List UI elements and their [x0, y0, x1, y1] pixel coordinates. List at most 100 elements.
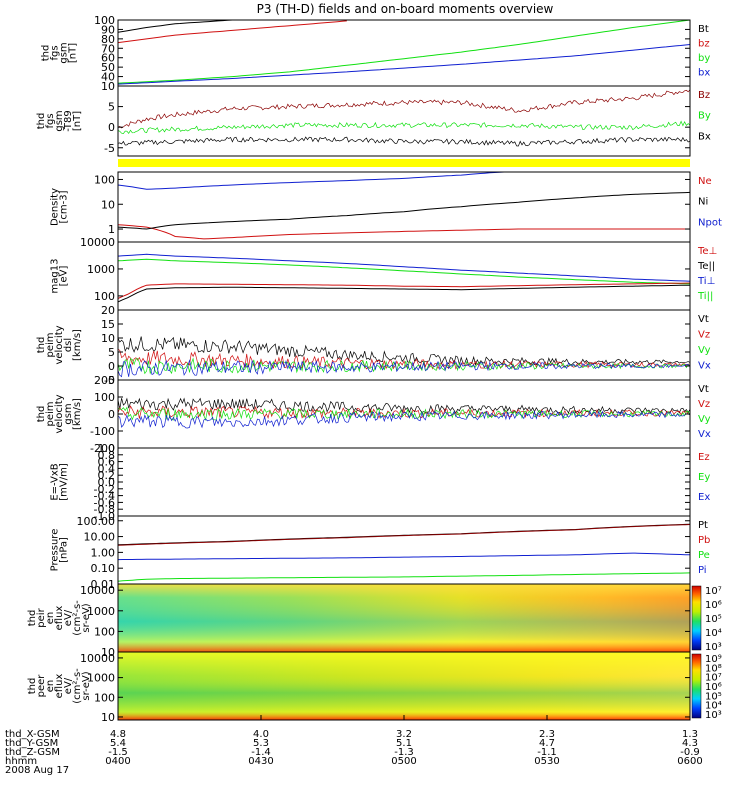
series-line-Vx	[117, 410, 691, 429]
ephemeris-row-label: thd_Y-GSM	[5, 738, 58, 749]
y-axis-label: thdfgsgsm[nT]	[41, 42, 79, 63]
series-line-Ti||	[117, 258, 691, 285]
y-tick-label: 20	[101, 304, 115, 317]
series-line-Ti⊥	[117, 253, 691, 282]
legend-label-Ni: Ni	[698, 197, 708, 208]
ephemeris-value: 0530	[534, 756, 559, 767]
y-tick-label: 1000	[87, 263, 115, 276]
y-tick-label: 100	[94, 625, 115, 638]
ephemeris-value: 0400	[105, 756, 130, 767]
y-tick-label: 10	[101, 711, 115, 724]
legend-label-Vz: Vz	[698, 399, 710, 410]
panel-temperature: 100 1000 10000 mag13[eV] Te⊥ Te|| Ti⊥ Ti||	[50, 236, 717, 311]
y-tick-label: 0	[108, 408, 115, 421]
y-tick-label: 10.00	[84, 531, 116, 544]
series-line-Vx	[117, 359, 691, 378]
ephemeris-row-label: hhmm	[5, 756, 37, 767]
series-line-Ni	[117, 191, 691, 230]
panel-fgs-t89: -5 0 5 10 thdfgsgsm-T89[nT] Bz By Bx	[36, 80, 711, 157]
y-tick-label: -5	[104, 374, 115, 387]
ephemeris-value: 5.1	[396, 738, 412, 749]
legend-label-Pi: Pi	[698, 565, 707, 576]
y-tick-label: 60	[101, 52, 115, 65]
y-tick-label: -1.0	[94, 510, 115, 523]
ephemeris-value: -1.4	[251, 747, 271, 758]
series-line-Vz	[117, 405, 691, 420]
ephemeris-value: 5.4	[110, 738, 126, 749]
colorbar-tick-label: 10⁶	[705, 600, 722, 611]
y-tick-label: 50	[101, 61, 115, 74]
series-line-Te||	[117, 284, 691, 303]
colorbar-tick-label: 10⁷	[705, 586, 722, 597]
y-tick-label: 0	[108, 360, 115, 373]
legend-label-Pb: Pb	[698, 535, 710, 546]
y-tick-label: 200	[94, 374, 115, 387]
y-tick-label: 10000	[80, 652, 115, 665]
y-tick-label: 10000	[80, 584, 115, 597]
panel-peir-eflux: 10³ 10⁴ 10⁵ 10⁶ 10⁷ 10 100 1000 10000 thdpeirenef…	[27, 583, 722, 659]
y-tick-label: 0.8	[98, 449, 116, 462]
y-tick-label: 1	[108, 223, 115, 236]
legend-label-Ex: Ex	[698, 492, 710, 503]
y-axis-label: Pressure[nPa]	[50, 529, 70, 572]
colorbar-tick-label: 10⁵	[705, 614, 722, 625]
legend-label-Bz: Bz	[698, 90, 710, 101]
panel-frame	[117, 241, 691, 311]
y-axis-label: thdpeimvelocitydsl[km/s]	[36, 325, 83, 364]
y-tick-label: -5	[104, 142, 115, 155]
y-tick-label: -0.8	[94, 503, 115, 516]
colorbar-tick-label: 10⁴	[705, 628, 722, 639]
legend-label-Vx: Vx	[698, 429, 711, 440]
legend-label-Vt: Vt	[698, 384, 709, 395]
panel-frame	[117, 379, 691, 449]
colorbar-tick-label: 10³	[705, 642, 722, 653]
y-axis-label: thdpeirenefluxeV/(cm²-s-sr-eV)	[27, 600, 92, 636]
legend-label-Te||: Te||	[697, 261, 715, 272]
panel-frame	[117, 447, 691, 517]
legend-label-By: By	[698, 111, 711, 122]
y-tick-label: 5	[108, 101, 115, 114]
y-tick-label: -100	[90, 425, 115, 438]
y-axis-label: Density[cm-3]	[50, 188, 70, 226]
ephemeris-value: 4.7	[539, 738, 555, 749]
legend-label-Vz: Vz	[698, 330, 710, 341]
ephemeris-row-label: thd_X-GSM	[5, 729, 60, 740]
ephemeris-value: 2.3	[539, 729, 555, 740]
spectrogram-overlay	[118, 652, 690, 720]
series-line-Bx	[117, 136, 691, 147]
panel-peim-velocity-gsm: -200 -100 0 100 200 thdpeimvelocitygsm[km/s] V…	[36, 374, 711, 455]
legend-label-Pt: Pt	[698, 520, 708, 531]
colorbar-tick-label: 10⁹	[705, 654, 722, 665]
y-tick-label: 1000	[87, 605, 115, 618]
legend-label-bz: bz	[698, 39, 710, 50]
y-tick-label: 15	[101, 318, 115, 331]
legend-label-Vy: Vy	[698, 345, 711, 356]
y-tick-label: 10	[101, 198, 115, 211]
y-axis-label: thdpeimvelocitygsm[km/s]	[36, 394, 83, 433]
y-tick-label: 0.2	[98, 469, 116, 482]
colorbar-tick-label: 10⁵	[705, 691, 722, 702]
y-tick-label: 100.00	[77, 515, 116, 528]
ephemeris-value: 5.3	[253, 738, 269, 749]
legend-label-Vx: Vx	[698, 361, 711, 372]
spectrogram-overlay	[118, 584, 690, 652]
y-axis-label: thdpeerenefluxeV/(cm²-s-sr-eV)	[27, 668, 92, 704]
legend-label-bx: bx	[698, 68, 710, 79]
y-tick-label: 0.4	[98, 462, 116, 475]
colorbar-tick-label: 10⁴	[705, 701, 722, 712]
panel-frame	[117, 85, 691, 157]
series-line-Vt	[117, 397, 691, 415]
y-tick-label: 100	[94, 14, 115, 27]
ephemeris-value: 3.2	[396, 729, 412, 740]
y-tick-label: 1000	[87, 672, 115, 685]
series-line-Npot	[117, 171, 519, 190]
colorbar-tick-label: 10⁸	[705, 663, 722, 674]
ephemeris-value: -1.5	[108, 747, 128, 758]
y-tick-label: 10	[101, 80, 115, 93]
legend-label-by: by	[698, 53, 710, 64]
y-tick-label: 100	[94, 173, 115, 186]
ephemeris-value: 1.3	[682, 729, 698, 740]
